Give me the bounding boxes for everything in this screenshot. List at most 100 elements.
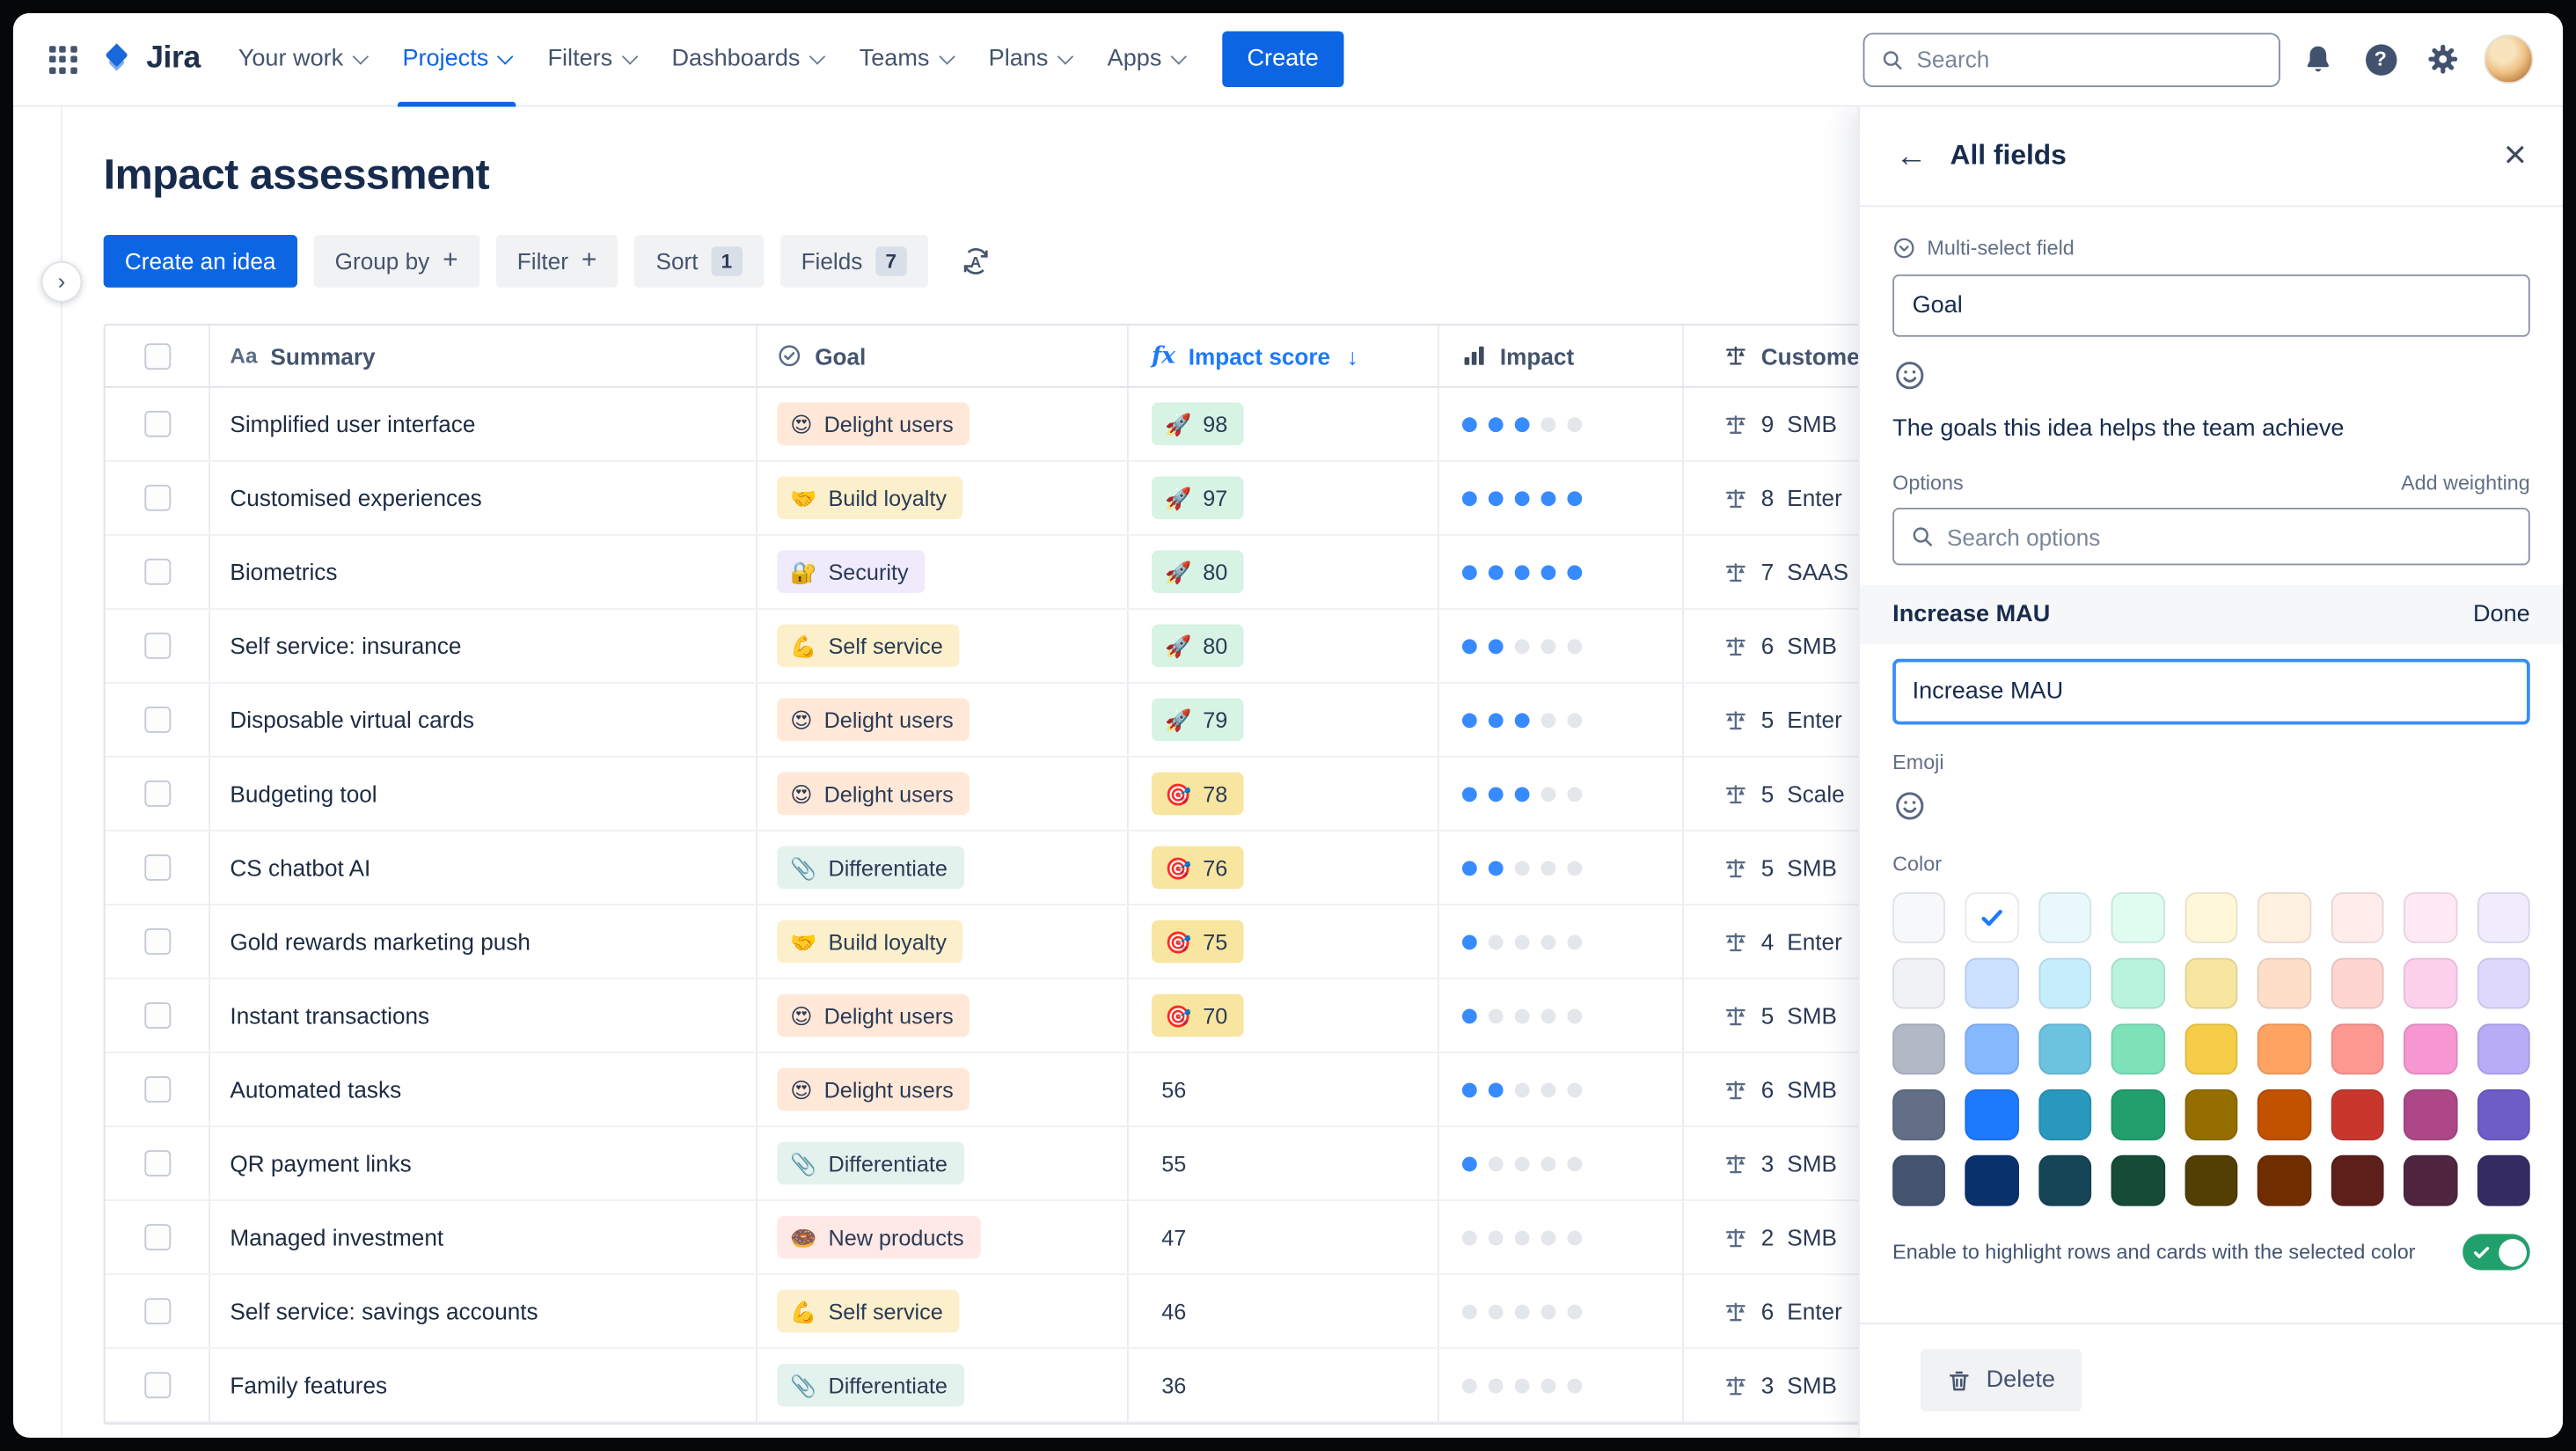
delete-button[interactable]: Delete (1920, 1349, 2082, 1412)
table-row[interactable]: Gold rewards marketing push 🤝 Build loyal… (105, 905, 2203, 979)
sort-button[interactable]: Sort 1 (634, 235, 764, 288)
color-swatch[interactable] (2477, 1089, 2530, 1140)
customer-cell[interactable]: 2 SMB (1684, 1201, 2203, 1273)
color-swatch[interactable] (2038, 1089, 2092, 1140)
goal-chip[interactable]: 😍 Delight users (777, 698, 970, 742)
goal-chip[interactable]: 💪 Self service (777, 1289, 960, 1333)
table-row[interactable]: Customised experiences 🤝 Build loyalty 🚀 9… (105, 461, 2200, 536)
impact-cell[interactable] (1439, 609, 1685, 682)
done-button[interactable]: Done (2472, 601, 2530, 628)
goal-chip[interactable]: 📎 Differentiate (777, 846, 964, 890)
table-row[interactable]: Budgeting tool 😍 Delight users 🎯 78 5 Scale (105, 757, 2203, 832)
customer-cell[interactable]: 6 Enter (1684, 1275, 2203, 1347)
impact-cell[interactable] (1439, 535, 1685, 608)
help-button[interactable]: ? (2356, 34, 2405, 84)
impact-cell[interactable] (1439, 978, 1685, 1052)
customer-cell[interactable]: 6 SMB (1684, 610, 2203, 682)
color-swatch[interactable] (1892, 1154, 1946, 1206)
color-swatch[interactable] (1892, 891, 1946, 943)
goal-chip[interactable]: 💪 Self service (777, 624, 960, 668)
color-swatch[interactable] (1965, 957, 2019, 1009)
row-checkbox[interactable] (143, 928, 171, 955)
color-swatch[interactable] (2331, 1023, 2384, 1075)
table-row[interactable]: Disposable virtual cards 😍 Delight users … (105, 683, 2200, 758)
color-swatch[interactable] (2477, 1023, 2530, 1075)
column-header-impact-score[interactable]: fx Impact score ↓ (1129, 325, 1439, 386)
impact-score-cell[interactable]: 46 (1129, 1275, 1439, 1348)
goal-chip[interactable]: 🍩 New products (777, 1215, 981, 1259)
idea-summary[interactable]: Instant transactions (230, 1002, 430, 1029)
customer-cell[interactable]: 9 SMB (1684, 388, 2203, 460)
option-name-input[interactable] (1892, 658, 2530, 725)
user-avatar[interactable] (2484, 34, 2534, 84)
color-swatch[interactable] (1892, 1023, 1946, 1075)
column-header-customer[interactable]: Customer (1684, 326, 2203, 386)
impact-score-cell[interactable]: 🎯 76 (1129, 831, 1439, 905)
color-swatch[interactable] (2404, 891, 2457, 943)
idea-summary[interactable]: QR payment links (230, 1150, 412, 1177)
idea-summary[interactable]: Biometrics (230, 558, 338, 585)
color-swatch[interactable] (2258, 891, 2311, 943)
idea-summary[interactable]: Customised experiences (230, 484, 482, 511)
row-checkbox[interactable] (143, 558, 171, 585)
color-swatch[interactable] (2111, 1154, 2165, 1206)
impact-score-cell[interactable]: 🎯 75 (1129, 905, 1439, 978)
impact-score-cell[interactable]: 🚀 80 (1129, 535, 1439, 608)
notifications-button[interactable] (2294, 34, 2343, 84)
color-swatch[interactable] (2331, 957, 2384, 1009)
customer-cell[interactable]: 5 SMB (1684, 979, 2203, 1052)
impact-score-cell[interactable]: 🎯 70 (1129, 978, 1439, 1052)
row-checkbox[interactable] (143, 854, 171, 881)
impact-cell[interactable] (1439, 387, 1685, 460)
color-swatch[interactable] (2038, 1154, 2092, 1206)
color-swatch[interactable] (2258, 1089, 2311, 1140)
idea-summary[interactable]: Family features (230, 1372, 388, 1399)
color-swatch[interactable] (2111, 957, 2165, 1009)
highlight-toggle[interactable] (2463, 1234, 2530, 1271)
idea-summary[interactable]: Disposable virtual cards (230, 706, 474, 733)
impact-cell[interactable] (1439, 905, 1685, 978)
color-swatch[interactable] (2258, 1023, 2311, 1075)
goal-chip[interactable]: 😍 Delight users (777, 1067, 970, 1111)
customer-cell[interactable]: 3 SMB (1684, 1127, 2203, 1199)
impact-score-cell[interactable]: 56 (1129, 1052, 1439, 1126)
goal-chip[interactable]: 😍 Delight users (777, 772, 970, 816)
customer-cell[interactable]: 5 SMB (1684, 832, 2203, 904)
impact-cell[interactable] (1439, 461, 1685, 534)
nav-item-teams[interactable]: Teams (841, 13, 970, 106)
color-swatch[interactable] (2258, 1154, 2311, 1206)
idea-summary[interactable]: Automated tasks (230, 1076, 402, 1103)
customer-cell[interactable]: 5 Scale (1684, 758, 2203, 830)
color-swatch[interactable] (2184, 957, 2238, 1009)
impact-cell[interactable] (1439, 831, 1685, 905)
table-row[interactable]: Instant transactions 😍 Delight users 🎯 70 … (105, 978, 2203, 1053)
nav-item-apps[interactable]: Apps (1089, 13, 1203, 106)
create-button[interactable]: Create (1222, 31, 1343, 87)
impact-score-cell[interactable]: 🚀 97 (1129, 461, 1439, 534)
color-swatch[interactable] (2477, 957, 2530, 1009)
color-swatch[interactable] (1892, 1089, 1946, 1140)
nav-item-your-work[interactable]: Your work (220, 13, 384, 106)
customer-cell[interactable]: 4 Enter (1684, 905, 2203, 978)
idea-summary[interactable]: Budgeting tool (230, 780, 377, 807)
row-checkbox[interactable] (143, 1298, 171, 1325)
group-by-button[interactable]: Group by + (313, 235, 479, 288)
impact-cell[interactable] (1439, 683, 1685, 756)
search-box[interactable] (1862, 32, 2280, 87)
row-checkbox[interactable] (143, 410, 171, 437)
color-swatch[interactable] (2184, 1023, 2238, 1075)
rank-button[interactable]: A (948, 235, 1003, 288)
select-all-checkbox[interactable] (143, 342, 171, 370)
customer-cell[interactable]: 6 SMB (1684, 1053, 2203, 1125)
color-swatch[interactable] (2331, 1154, 2384, 1206)
goal-chip[interactable]: 🤝 Build loyalty (777, 476, 963, 520)
color-swatch[interactable] (2404, 957, 2457, 1009)
color-swatch[interactable] (2404, 1154, 2457, 1206)
idea-summary[interactable]: Managed investment (230, 1224, 444, 1251)
color-swatch[interactable] (2038, 957, 2092, 1009)
idea-summary[interactable]: Simplified user interface (230, 410, 476, 437)
color-swatch[interactable] (1965, 1023, 2019, 1075)
color-swatch[interactable] (1965, 1154, 2019, 1206)
color-swatch[interactable] (2404, 1023, 2457, 1075)
color-swatch[interactable] (1892, 957, 1946, 1009)
